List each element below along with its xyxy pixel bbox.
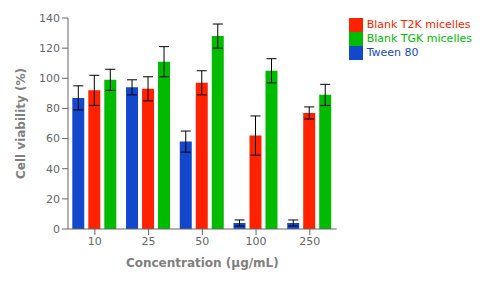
svg-text:250: 250 <box>299 235 320 248</box>
svg-text:10: 10 <box>88 235 102 248</box>
svg-text:40: 40 <box>46 163 60 176</box>
svg-text:50: 50 <box>195 235 209 248</box>
html-text:Blank T2K micelles: Blank T2K micelles <box>366 18 471 31</box>
svg-text:Concentration (μg/mL): Concentration (μg/mL) <box>126 256 279 270</box>
html-text:Blank TGK micelles: Blank TGK micelles <box>366 32 472 45</box>
svg-text:100: 100 <box>39 72 60 85</box>
svg-text:100: 100 <box>246 235 267 248</box>
svg-text:25: 25 <box>142 235 156 248</box>
svg-text:140: 140 <box>39 12 60 25</box>
svg-text:60: 60 <box>46 132 60 145</box>
svg-text:80: 80 <box>46 102 60 115</box>
svg-text:Cell viability (%): Cell viability (%) <box>14 68 28 179</box>
svg-text:0: 0 <box>53 223 60 236</box>
svg-text:120: 120 <box>39 42 60 55</box>
svg-text:20: 20 <box>46 193 60 206</box>
html-text:Tween 80: Tween 80 <box>366 46 419 59</box>
